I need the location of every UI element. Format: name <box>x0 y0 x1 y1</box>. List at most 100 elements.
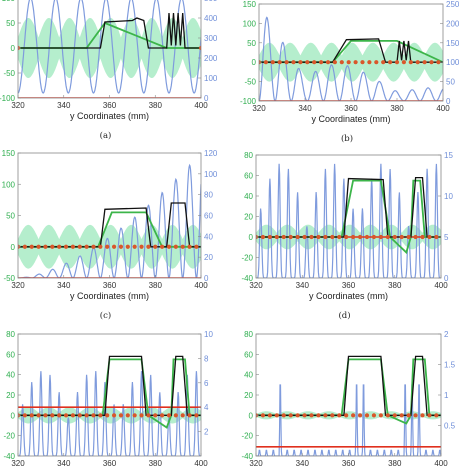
y-tick-label-left: -40 <box>241 452 253 461</box>
x-tick-label: 320 <box>252 104 266 113</box>
panel-caption: (c) <box>100 310 111 321</box>
sample-marker <box>84 244 89 249</box>
plot-area <box>259 16 443 101</box>
sample-marker <box>401 60 406 65</box>
sample-marker <box>281 413 286 418</box>
y-tick-label-left: 0 <box>249 411 254 420</box>
y-tick-label-left: -50 <box>244 78 256 87</box>
sample-marker <box>139 413 144 418</box>
sample-marker <box>302 413 307 418</box>
y-tick-label-right: 5 <box>444 233 449 242</box>
chart-panel-a: 100500-50-100500400300200100032034036038… <box>0 0 218 141</box>
sample-marker <box>91 413 96 418</box>
x-tick-label: 380 <box>149 459 163 468</box>
sample-marker <box>344 234 349 240</box>
x-tick-label: 340 <box>57 101 71 110</box>
y-tick-label-left: -50 <box>3 274 15 283</box>
sample-marker <box>408 60 413 65</box>
x-tick-label: 320 <box>249 281 263 290</box>
x-tick-label: 360 <box>103 101 117 110</box>
sample-marker <box>22 244 27 249</box>
y-tick-label-left: 0 <box>252 58 257 67</box>
y-tick-label-left: 20 <box>244 213 253 222</box>
x-tick-label: 400 <box>194 101 208 110</box>
sample-marker <box>413 234 418 240</box>
panel-caption: (b) <box>341 133 353 144</box>
sample-marker <box>77 244 82 249</box>
y-tick-label-right: 0 <box>204 94 209 103</box>
green-series-line <box>256 179 441 255</box>
sample-marker <box>160 413 165 418</box>
sample-marker <box>371 234 377 240</box>
sample-marker <box>357 234 363 240</box>
sample-marker <box>312 60 317 65</box>
sample-marker <box>319 60 324 65</box>
x-tick-label: 380 <box>149 101 163 110</box>
sample-marker <box>399 413 404 418</box>
x-tick-label: 380 <box>149 281 163 290</box>
sample-marker <box>291 60 296 65</box>
sample-marker <box>194 413 199 418</box>
y-tick-label-left: 150 <box>2 149 16 158</box>
sample-marker <box>132 413 137 418</box>
y-tick-label-right: 60 <box>204 212 213 221</box>
sample-marker <box>371 413 377 418</box>
sample-marker <box>187 244 192 249</box>
x-tick-label: 360 <box>103 459 117 468</box>
sample-marker <box>378 413 383 418</box>
x-tick-label: 400 <box>434 281 448 290</box>
sample-marker <box>339 60 344 65</box>
sample-marker <box>281 234 286 240</box>
y-tick-label-left: 50 <box>247 39 256 48</box>
y-tick-label-right: 50 <box>446 78 455 87</box>
y-tick-label-left: 60 <box>244 350 253 359</box>
sample-marker <box>346 60 351 65</box>
sample-marker <box>173 244 178 249</box>
x-tick-label: 340 <box>57 459 71 468</box>
sample-marker <box>394 60 400 65</box>
sample-marker <box>309 413 314 418</box>
x-tick-label: 320 <box>11 281 25 290</box>
sample-marker <box>357 413 363 418</box>
x-tick-label: 340 <box>298 104 312 113</box>
sample-marker <box>63 413 69 418</box>
sample-marker <box>422 60 427 65</box>
y-tick-label-left: 0 <box>11 44 16 53</box>
sample-marker <box>406 413 411 418</box>
y-tick-label-right: 0 <box>444 274 449 283</box>
sample-marker <box>392 234 397 240</box>
y-tick-label-right: 2 <box>444 330 449 339</box>
sample-marker <box>295 413 300 418</box>
y-tick-label-left: 40 <box>6 371 15 380</box>
y-tick-label-right: 100 <box>204 74 218 83</box>
confidence-band <box>259 42 443 82</box>
chart-panel-c: 150 100 50 0 -50 120 100 80 60 40 20 0 320 340 360 380 4… <box>2 149 218 321</box>
sample-marker <box>118 244 124 249</box>
y-tick-label-right: 400 <box>204 14 218 23</box>
sample-marker <box>385 413 390 418</box>
y-tick-label-right: 200 <box>446 19 460 28</box>
sample-marker <box>198 45 201 51</box>
y-tick-label-left: 100 <box>2 180 16 189</box>
y-tick-label-right: 2 <box>204 428 209 437</box>
x-tick-label: 340 <box>296 281 310 290</box>
y-tick-label-left: -20 <box>3 432 15 441</box>
sample-marker <box>153 244 158 249</box>
axes-frame <box>17 333 202 457</box>
sample-marker <box>385 234 390 240</box>
sample-marker <box>132 244 137 249</box>
y-tick-label-right: 15 <box>444 151 453 160</box>
blue-series-line <box>18 371 201 456</box>
sample-marker <box>139 244 144 249</box>
sample-marker <box>166 244 172 249</box>
sample-marker <box>309 234 314 240</box>
sample-marker <box>263 60 268 65</box>
sample-marker <box>274 413 279 418</box>
sample-marker <box>153 413 158 418</box>
x-tick-label: 360 <box>342 281 356 290</box>
y-tick-label-left: 20 <box>244 391 253 400</box>
y-tick-label-left: 80 <box>244 330 253 339</box>
y-tick-label-left: -100 <box>0 94 16 103</box>
x-tick-label: 340 <box>57 281 71 290</box>
